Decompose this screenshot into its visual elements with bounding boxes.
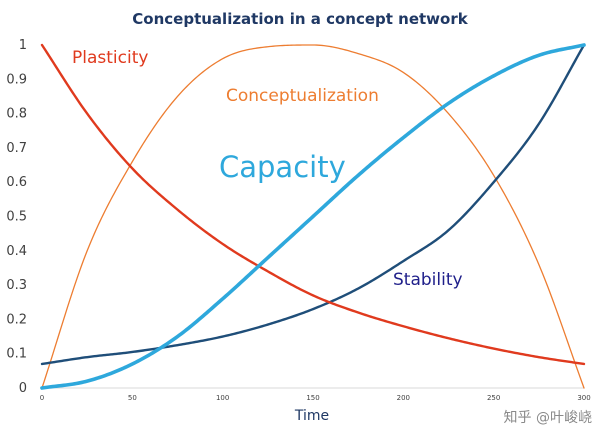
annotation-stability: Stability (393, 270, 463, 290)
x-tick-label: 50 (128, 394, 137, 402)
x-tick-label: 250 (487, 394, 500, 402)
y-tick-label: 0.3 (6, 278, 27, 293)
y-tick-label: 0 (19, 381, 27, 396)
series-layer (40, 43, 586, 390)
x-tick-label: 200 (397, 394, 410, 402)
series-line-plasticity (40, 43, 586, 366)
series-line-capacity (40, 43, 586, 390)
y-tick-label: 0.2 (6, 312, 27, 327)
y-tick-label: 0.6 (6, 175, 27, 190)
y-tick-label: 0.4 (6, 244, 27, 259)
y-tick-label: 0.1 (6, 347, 27, 362)
x-tick-label: 150 (306, 394, 319, 402)
y-tick-label: 0.7 (6, 141, 27, 156)
series-line-stability (40, 43, 586, 366)
x-tick-label: 300 (577, 394, 590, 402)
chart-title: Conceptualization in a concept network (132, 10, 468, 28)
x-tick-label: 100 (216, 394, 229, 402)
x-tick-label: 0 (40, 394, 44, 402)
annotation-capacity: Capacity (219, 150, 346, 184)
y-tick-label: 0.5 (6, 210, 27, 225)
watermark: 知乎 @叶峻峣 (503, 410, 592, 426)
annotation-plasticity: Plasticity (72, 48, 148, 68)
y-tick-label: 1 (19, 38, 27, 53)
y-tick-label: 0.9 (6, 72, 27, 87)
y-axis-ticks: 0 0.1 0.2 0.3 0.4 0.5 0.6 0.7 0.8 0.9 1 (6, 38, 27, 396)
x-axis-label: Time (294, 408, 329, 424)
y-tick-label: 0.8 (6, 107, 27, 122)
annotation-conceptualization: Conceptualization (226, 86, 379, 106)
series-line-conceptualization (41, 44, 585, 389)
x-axis-ticks: 0 50 100 150 200 250 300 (40, 394, 591, 402)
